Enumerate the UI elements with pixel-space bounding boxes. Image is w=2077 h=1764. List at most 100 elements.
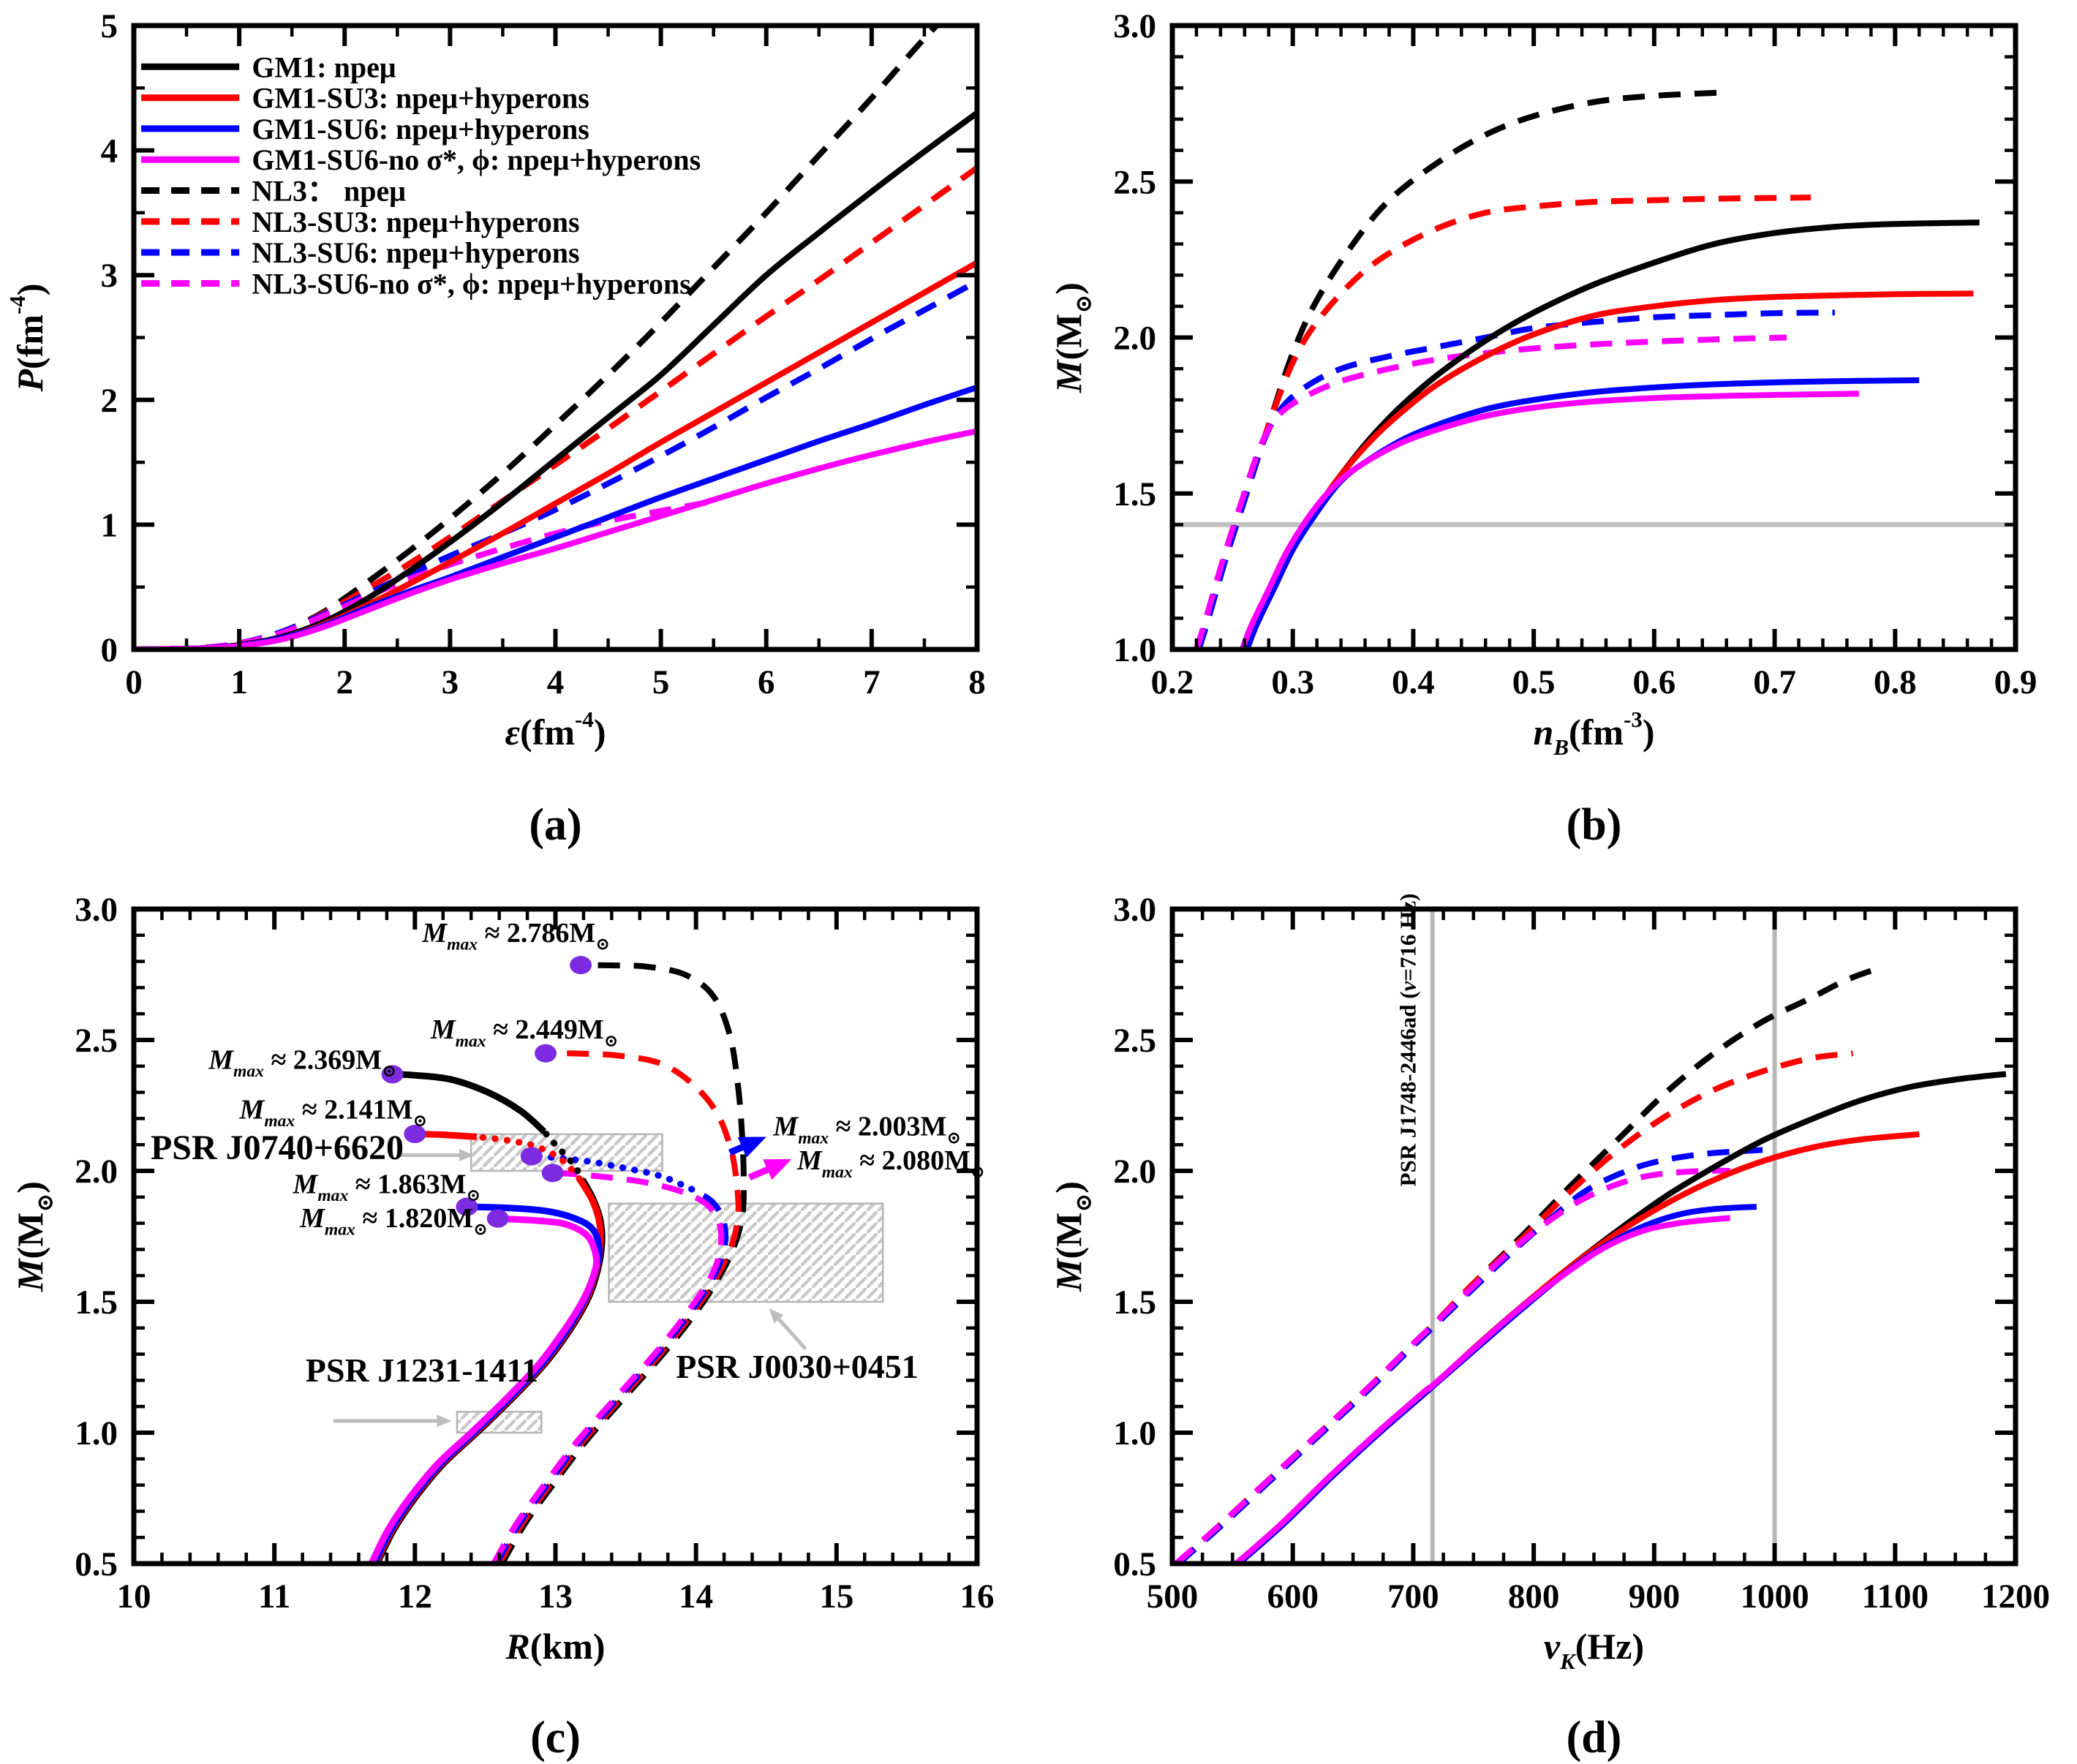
x-tick-label: 7	[863, 663, 881, 701]
x-tick-label: 900	[1629, 1578, 1681, 1616]
annotation-arrow	[777, 1318, 807, 1351]
x-tick-label: 3	[442, 663, 459, 701]
y-tick-label: 3.0	[75, 891, 118, 929]
annotation-arrowhead	[737, 1137, 766, 1158]
legend-label: NL3： npeμ	[252, 175, 406, 208]
legend-label: GM1-SU3: npeμ+hyperons	[252, 82, 589, 115]
x-tick-label: 12	[398, 1578, 432, 1616]
psr-j0030-box	[608, 1202, 884, 1303]
series-NL3-SU6-no-sigma-phi	[134, 499, 709, 649]
annotation-arrow	[747, 1166, 769, 1181]
annotation-text: Mmax ≈ 2.449M⊙	[430, 1014, 619, 1051]
series-GM1	[1236, 1071, 2007, 1564]
legend-label: NL3-SU6: npeμ+hyperons	[252, 236, 579, 269]
series-NL3-SU6-no-sigma-phi	[1194, 334, 1787, 649]
annotation-text: Mmax ≈ 1.863M⊙	[293, 1169, 481, 1205]
series-GM1-SU6	[1244, 377, 1920, 649]
legend-label: NL3-SU6-no σ*, ϕ: npeμ+hyperons	[252, 267, 690, 300]
y-tick-label: 1.0	[75, 1414, 118, 1452]
max-mass-dot	[520, 1147, 543, 1166]
series-GM1-SU6-no-sigma-phi	[1234, 1215, 1730, 1564]
series-NL3	[1176, 964, 1885, 1564]
y-axis-title: M(M⊙)	[1048, 282, 1096, 393]
x-tick-label: 0	[125, 663, 143, 701]
psr-j0740-box	[470, 1133, 663, 1172]
series-GM1-SU3	[134, 260, 977, 649]
annotation-text: PSR J0740+6620	[151, 1128, 404, 1167]
plot-frame	[1169, 906, 2018, 1567]
series-GM1-SU6-no-sigma-phi	[134, 428, 977, 649]
y-tick-label: 3.0	[1113, 891, 1156, 929]
y-axis-title: M(M⊙)	[10, 1181, 58, 1292]
x-axis-title: nB(fm-3)	[1534, 706, 1655, 760]
annotation-text: Mmax ≈ 1.820M⊙	[299, 1203, 488, 1240]
x-tick-label: 1	[230, 663, 248, 701]
panel-d-mass-vs-kepler-frequency: 500 600 700 800 900 1000 1100 1200 0.5 1.0 1.5 2.0 2…	[1038, 882, 2077, 1764]
series-GM1-SU6	[134, 384, 977, 649]
y-tick-label: 1	[101, 506, 118, 544]
x-tick-label: 13	[538, 1578, 573, 1616]
x-tick-label: 15	[819, 1578, 853, 1616]
panel-caption: (d)	[1567, 1713, 1622, 1763]
y-tick-label: 0.5	[75, 1545, 118, 1583]
chart-c: 10 11 12 13 14 15 16 0.5 1.0 1.5 2.0 2.5 3.0 R(km) M(M…	[10, 891, 995, 1763]
y-tick-label: 1.5	[1113, 1284, 1156, 1322]
series-GM1	[1244, 219, 1980, 649]
y-axis-title: P(fm-4)	[4, 284, 50, 393]
y-axis-title: M(M⊙)	[1048, 1181, 1096, 1292]
legend-label: NL3-SU3: npeμ+hyperons	[252, 206, 579, 238]
x-tick-label: 1000	[1741, 1578, 1809, 1616]
max-mass-dot	[404, 1125, 426, 1144]
x-tick-label: 6	[758, 663, 775, 701]
x-tick-label: 5	[652, 663, 670, 701]
y-tick-label: 3	[101, 257, 118, 295]
y-tick-label: 2.0	[1113, 1153, 1156, 1191]
x-tick-label: 0.4	[1392, 663, 1435, 701]
max-mass-dot	[456, 1197, 478, 1216]
legend-label: GM1: npeμ	[252, 50, 396, 83]
x-tick-label: 16	[960, 1578, 995, 1616]
annotation-text: Mmax ≈ 2.369M⊙	[208, 1044, 396, 1081]
x-tick-label: 0.8	[1874, 663, 1917, 701]
x-axis-title: ε(fm-4)	[505, 706, 606, 753]
series-GM1-SU6-no-sigma-phi	[1239, 391, 1859, 649]
series-GM1-dotted-segment	[540, 1128, 587, 1185]
x-tick-label: 0.9	[1994, 663, 2038, 701]
x-tick-label: 0.5	[1512, 663, 1556, 701]
x-tick-label: 0.6	[1632, 663, 1675, 701]
annotation-arrowhead	[769, 1308, 784, 1324]
y-tick-label: 5	[101, 7, 118, 45]
series-GM1-upper	[392, 1071, 547, 1134]
max-mass-dot	[486, 1209, 509, 1228]
axis-ticks	[132, 23, 979, 652]
y-tick-label: 4	[101, 132, 118, 170]
y-tick-label: 0.5	[1113, 1545, 1156, 1583]
x-tick-label: 1100	[1862, 1578, 1929, 1616]
x-tick-label: 700	[1387, 1578, 1439, 1616]
x-tick-label: 11	[258, 1578, 290, 1616]
panel-b-mass-vs-baryon-density: 0.2 0.3 0.4 0.5 0.6 0.7 0.8 0.9 1.0 1.5 2.0 2.5 3.0 n…	[1038, 0, 2077, 882]
series-NL3-SU3	[1196, 195, 1812, 649]
panel-caption: (a)	[529, 800, 581, 850]
y-tick-label: 2.0	[75, 1153, 118, 1191]
panel-a-pressure-vs-energy-density: 0 1 2 3 4 5 6 7 8 0 1 2 3 4 5 ε(fm-4) P(fm-4) (a) GM1: npe…	[0, 0, 1038, 882]
y-tick-label: 1.0	[1113, 1414, 1156, 1452]
x-tick-label: 10	[117, 1578, 151, 1616]
y-tick-label: 0	[101, 631, 118, 669]
axis-ticks	[1170, 23, 2018, 652]
x-tick-label: 8	[968, 663, 986, 701]
y-tick-label: 2.5	[75, 1022, 118, 1060]
annotation-text: PSR J0030+0451	[676, 1348, 919, 1385]
annotation-arrow	[728, 1144, 744, 1156]
y-tick-label: 1.0	[1113, 631, 1156, 669]
panel-c-mass-vs-radius: 10 11 12 13 14 15 16 0.5 1.0 1.5 2.0 2.5 3.0 R(km) M(M…	[0, 882, 1038, 1764]
x-tick-label: 0.3	[1271, 663, 1314, 701]
y-tick-label: 2.5	[1113, 1022, 1156, 1060]
panel-caption: (b)	[1567, 800, 1622, 850]
y-tick-label: 1.5	[1113, 475, 1156, 513]
y-tick-label: 2.5	[1113, 163, 1156, 201]
y-tick-label: 1.5	[75, 1284, 118, 1322]
series-NL3-SU6-no-sigma-phi	[1174, 1167, 1730, 1564]
x-tick-label: 0.2	[1151, 663, 1194, 701]
max-mass-dot	[541, 1164, 564, 1183]
